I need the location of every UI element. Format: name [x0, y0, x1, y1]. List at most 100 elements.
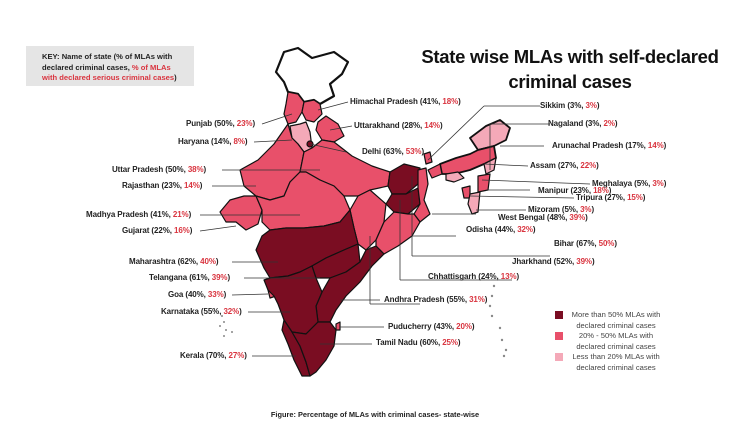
serious-percent: 27% — [228, 351, 245, 360]
map-title-line-1: State wise MLAs with self-declared — [421, 46, 719, 67]
label-text: 61% — [191, 273, 208, 282]
label-text: 44% — [497, 225, 513, 234]
region-puducherry — [335, 321, 341, 331]
label-maharashtra: Maharashtra (62%, 40%) — [129, 257, 219, 266]
serious-percent: 38% — [187, 165, 204, 174]
region-mizoram — [467, 191, 481, 215]
label-text: 5% — [564, 205, 576, 214]
label-text: 62% — [180, 257, 196, 266]
serious-percent: 3% — [580, 205, 592, 214]
label-text: 28% — [404, 121, 420, 130]
serious-percent: 16% — [173, 226, 190, 235]
label-text: Himachal Pradesh — [350, 97, 418, 106]
legend-swatch-light — [555, 353, 563, 361]
label-text: 3% — [569, 101, 582, 110]
label-himachal-pradesh: Himachal Pradesh (41%, 18%) — [350, 97, 461, 106]
label-text: 41% — [422, 97, 439, 106]
region-karnataka — [263, 265, 323, 335]
label-rajasthan: Rajasthan (23%, 14%) — [122, 181, 203, 190]
label-text: Meghalaya — [592, 179, 633, 188]
serious-percent: 31% — [469, 295, 485, 304]
label-text: Mizoram — [528, 205, 560, 214]
legend-swatch-medium — [555, 332, 563, 340]
label-chhattisgarh: Chhattisgarh (24%, 13%) — [428, 272, 520, 281]
label-text: Tripura — [576, 193, 603, 202]
label-text: Goa — [168, 290, 184, 299]
serious-percent: 3% — [652, 179, 664, 188]
region-jharkhand — [385, 187, 421, 215]
region-madhya-pradesh — [255, 171, 351, 231]
serious-percent: 32% — [517, 225, 533, 234]
label-nagaland: Nagaland (3%, 2%) — [548, 119, 618, 128]
label-text: 50% — [216, 119, 233, 128]
label-text: 63% — [385, 147, 402, 156]
label-text: 55% — [203, 307, 220, 316]
label-text: Nagaland — [548, 119, 584, 128]
region-meghalaya — [445, 171, 465, 183]
label-text: Uttarakhand — [354, 121, 400, 130]
figure-caption: Figure: Percentage of MLAs with criminal… — [270, 410, 480, 419]
region-manipur — [477, 173, 491, 193]
label-text: Tamil Nadu — [376, 338, 418, 347]
label-text: 60% — [422, 338, 438, 347]
serious-percent: 13% — [500, 272, 517, 281]
label-gujarat: Gujarat (22%, 16%) — [122, 226, 193, 235]
label-bihar: Bihar (67%, 50%) — [554, 239, 617, 248]
label-meghalaya: Meghalaya (5%, 3%) — [592, 179, 667, 188]
label-uttarakhand: Uttarakhand (28%, 14%) — [354, 121, 443, 130]
label-text: 27% — [607, 193, 623, 202]
region-west-bengal — [413, 167, 431, 223]
label-telangana: Telangana (61%, 39%) — [149, 273, 231, 282]
serious-percent: 50% — [598, 239, 615, 248]
label-text: Puducherry — [388, 322, 432, 331]
islands — [219, 284, 508, 358]
label-kerala: Kerala (70%, 27%) — [180, 351, 247, 360]
legend-label: declared criminal cases — [576, 362, 656, 372]
label-text: 22% — [154, 226, 170, 235]
legend-label: declared criminal cases — [576, 320, 656, 330]
legend-item-high: More than 50% MLAs with declared criminal… — [555, 310, 666, 331]
serious-percent: 40% — [200, 257, 216, 266]
region-sikkim — [423, 151, 433, 165]
label-odisha: Odisha (44%, 32%) — [466, 225, 536, 234]
label-text: Jharkhand — [512, 257, 552, 266]
label-text: Delhi — [362, 147, 382, 156]
label-arunachal-pradesh: Arunachal Pradesh (17%, 14%) — [552, 141, 667, 150]
serious-percent: 20% — [456, 322, 472, 331]
key-line-2: declared criminal cases, % of MLAs — [42, 63, 194, 74]
region-tamil-nadu — [291, 321, 337, 377]
key-box: KEY: Name of state (% of MLAs with decla… — [26, 46, 194, 86]
label-text: Madhya Pradesh — [86, 210, 149, 219]
label-text: Rajasthan — [122, 181, 160, 190]
label-text: Punjab — [186, 119, 213, 128]
serious-percent: 39% — [211, 273, 228, 282]
region-uttarakhand — [315, 115, 345, 143]
serious-percent: 14% — [424, 121, 440, 130]
serious-percent: 39% — [569, 213, 586, 222]
label-text: Karnataka — [161, 307, 199, 316]
serious-percent: 14% — [647, 141, 664, 150]
serious-percent: 25% — [442, 338, 458, 347]
label-jharkhand: Jharkhand (52%, 39%) — [512, 257, 595, 266]
label-karnataka: Karnataka (55%, 32%) — [161, 307, 242, 316]
label-mizoram: Mizoram (5%, 3%) — [528, 205, 595, 214]
label-goa: Goa (40%, 33%) — [168, 290, 227, 299]
label-text: 48% — [549, 213, 566, 222]
label-text: Arunachal Pradesh — [552, 141, 624, 150]
label-text: 24% — [480, 272, 497, 281]
region-tripura — [461, 185, 471, 199]
serious-percent: 53% — [405, 147, 422, 156]
serious-percent: 32% — [223, 307, 240, 316]
key-close-paren: ) — [174, 73, 177, 82]
label-text: Haryana — [178, 137, 209, 146]
label-text: 41% — [152, 210, 169, 219]
map-title: State wise MLAs with self-declared crimi… — [420, 44, 720, 94]
serious-percent: 39% — [576, 257, 592, 266]
label-text: Telangana — [149, 273, 188, 282]
region-punjab — [283, 91, 305, 125]
label-text: 23% — [164, 181, 180, 190]
legend-label: Less than 20% MLAs with — [572, 352, 660, 361]
key-line-1: KEY: Name of state (% of MLAs with — [42, 52, 173, 61]
label-text: Sikkim — [540, 101, 566, 110]
serious-percent: 8% — [233, 137, 245, 146]
